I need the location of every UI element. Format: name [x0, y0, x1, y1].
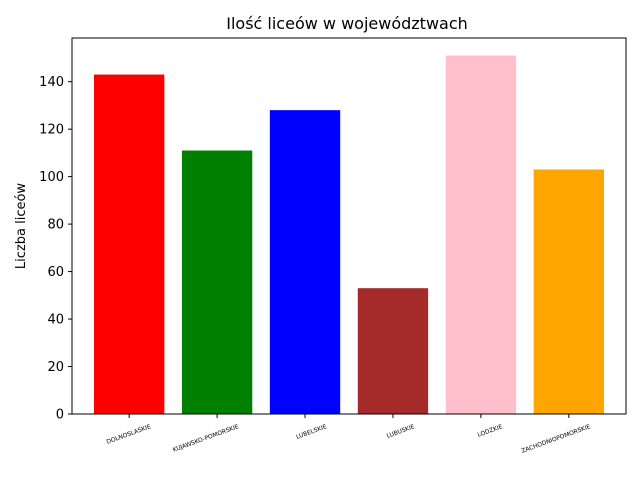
y-tick-label: 40: [47, 313, 64, 328]
bar-lubelskie: [269, 110, 341, 414]
x-tick-label: DOLNOSLASKIE: [106, 423, 152, 446]
y-tick-label: 120: [39, 123, 64, 138]
y-axis-label: Liczba liceów: [14, 183, 29, 269]
bar-lodzkie: [445, 55, 517, 415]
bar-zachodniopomorskie: [533, 169, 605, 414]
chart-title: Ilość liceów w województwach: [226, 14, 468, 33]
x-tick-label: LUBELSKIE: [295, 423, 328, 441]
x-tick-label: LUBUSKIE: [386, 423, 416, 440]
x-axis: DOLNOSLASKIE KUJAWSKO-POMORSKIE LUBELSKIE L…: [106, 414, 592, 455]
bars-layer: [93, 55, 605, 415]
y-tick-label: 0: [56, 408, 64, 423]
x-tick-label: ZACHODNIOPOMORSKIE: [521, 423, 592, 455]
y-tick-label: 140: [39, 75, 64, 90]
bar-kujawsko-pomorskie: [181, 150, 253, 415]
bar-lubuskie: [357, 288, 429, 414]
y-tick-label: 60: [47, 265, 64, 280]
y-axis: 0 20 40 60 80 100 120 140: [39, 75, 72, 423]
y-tick-label: 20: [47, 360, 64, 375]
x-tick-label: KUJAWSKO-POMORSKIE: [172, 423, 240, 453]
bar-dolnoslaskie: [93, 74, 165, 415]
plot-frame: [71, 37, 627, 415]
x-tick-label: LODZKIE: [477, 423, 504, 439]
y-tick-label: 100: [39, 170, 64, 185]
y-tick-label: 80: [47, 218, 64, 233]
